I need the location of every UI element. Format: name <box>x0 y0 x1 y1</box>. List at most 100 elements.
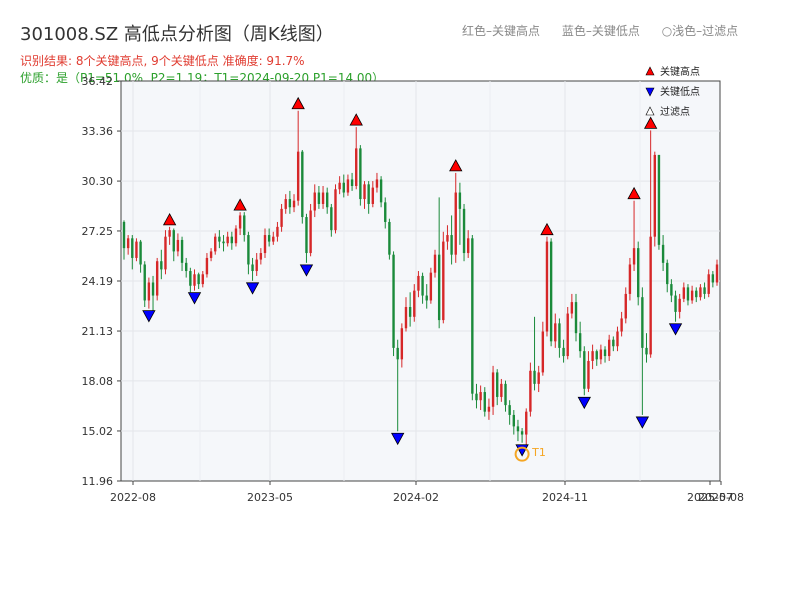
candle-body <box>491 372 495 407</box>
candle-body <box>338 182 341 190</box>
y-tick-label: 36.42 <box>82 75 114 88</box>
candle-body <box>690 290 694 301</box>
candle-body <box>504 383 507 406</box>
key-high-marker <box>233 198 247 211</box>
key-low-marker <box>187 292 202 305</box>
candle-body <box>446 235 449 242</box>
candle-body <box>599 349 603 360</box>
candle-body <box>462 208 466 254</box>
candle-body <box>155 261 159 296</box>
candle-body <box>537 372 540 384</box>
candle-body <box>176 239 180 252</box>
candle-body <box>715 264 719 283</box>
legend-label: 关键高点 <box>660 65 700 78</box>
legend-label: 关键低点 <box>660 85 700 98</box>
candle-body <box>280 208 283 227</box>
y-tick-label: 11.96 <box>82 475 114 488</box>
top-legend: 红色–关键高点 蓝色–关键低点 ○浅色–过滤点 <box>462 22 756 39</box>
candle-body <box>325 192 329 208</box>
candle-body <box>512 414 516 427</box>
candle-body <box>437 254 441 321</box>
top-legend-light: ○浅色–过滤点 <box>661 24 739 38</box>
candle-body <box>400 328 404 360</box>
candle-body <box>234 228 238 244</box>
y-tick-label: 30.30 <box>82 175 114 188</box>
candles <box>122 110 719 447</box>
key-high-marker <box>349 113 363 126</box>
candle-body <box>620 318 623 332</box>
candle-body <box>591 351 594 361</box>
x-tick-label: 2024-11 <box>542 491 588 504</box>
candle-body <box>525 411 528 435</box>
candle-body <box>201 274 204 285</box>
candle-body <box>570 302 574 314</box>
candle-body <box>450 235 453 255</box>
candle-body <box>288 199 292 208</box>
key-low-marker <box>299 264 314 277</box>
markers: T1 <box>142 96 683 462</box>
candle-body <box>674 295 677 312</box>
candle-body <box>500 383 503 397</box>
candle-body <box>641 297 644 348</box>
candle-body <box>695 290 698 298</box>
candle-body <box>371 187 375 204</box>
candle-body <box>180 239 184 263</box>
candle-body <box>487 406 491 412</box>
candle-body <box>276 226 279 237</box>
candle-body <box>139 241 142 265</box>
candle-body <box>653 154 656 237</box>
key-low-marker <box>391 432 405 446</box>
candle-body <box>637 248 640 298</box>
candle-body <box>346 179 350 193</box>
key-low-marker <box>142 310 156 323</box>
candle-body <box>296 151 300 201</box>
candle-body <box>259 253 263 260</box>
candle-body <box>379 179 383 203</box>
candle-body <box>330 207 333 231</box>
candle-body <box>421 275 424 296</box>
candle-body <box>657 154 661 245</box>
candle-body <box>578 333 582 352</box>
candle-body <box>396 347 399 360</box>
candle-body <box>417 275 420 291</box>
candle-body <box>458 192 462 209</box>
candle-body <box>172 230 175 252</box>
candle-body <box>122 221 126 249</box>
chart-title: 301008.SZ 高低点分析图（周K线图） <box>20 24 334 45</box>
candle-body <box>496 372 499 397</box>
axes: 36.42 33.36 30.30 27.25 24.19 21.13 18.08 15.02… <box>82 75 744 504</box>
key-low-marker <box>577 396 591 410</box>
key-low-marker <box>635 416 650 429</box>
candle-body <box>612 339 615 347</box>
candle-body <box>164 236 167 270</box>
top-legend-red: 红色–关键高点 <box>462 24 541 38</box>
candle-body <box>263 235 267 254</box>
candle-body <box>313 192 316 211</box>
candle-body <box>222 241 225 244</box>
candle-body <box>549 241 553 342</box>
candle-body <box>126 238 130 249</box>
candle-body <box>230 236 234 244</box>
candle-body <box>624 293 627 319</box>
candle-body <box>214 236 217 252</box>
x-tick-label: 2022-08 <box>110 491 156 504</box>
candle-body <box>404 307 408 329</box>
candle-body <box>541 331 545 373</box>
candle-body <box>363 184 366 200</box>
candle-body <box>131 238 134 258</box>
candle-body <box>707 274 710 294</box>
candle-body <box>454 192 457 255</box>
candle-body <box>185 262 188 272</box>
candle-body <box>545 241 549 332</box>
candle-body <box>388 221 391 255</box>
result-summary: 识别结果: 8个关键高点, 9个关键低点 准确度: 91.7% <box>20 54 305 68</box>
candle-body <box>305 217 308 254</box>
candle-body <box>168 230 171 237</box>
y-tick-label: 15.02 <box>82 425 114 438</box>
candle-body <box>189 271 192 286</box>
x-tick-label: 2023-05 <box>247 491 293 504</box>
key-high-marker <box>540 222 554 236</box>
candle-body <box>616 331 619 347</box>
candle-body <box>209 251 213 258</box>
